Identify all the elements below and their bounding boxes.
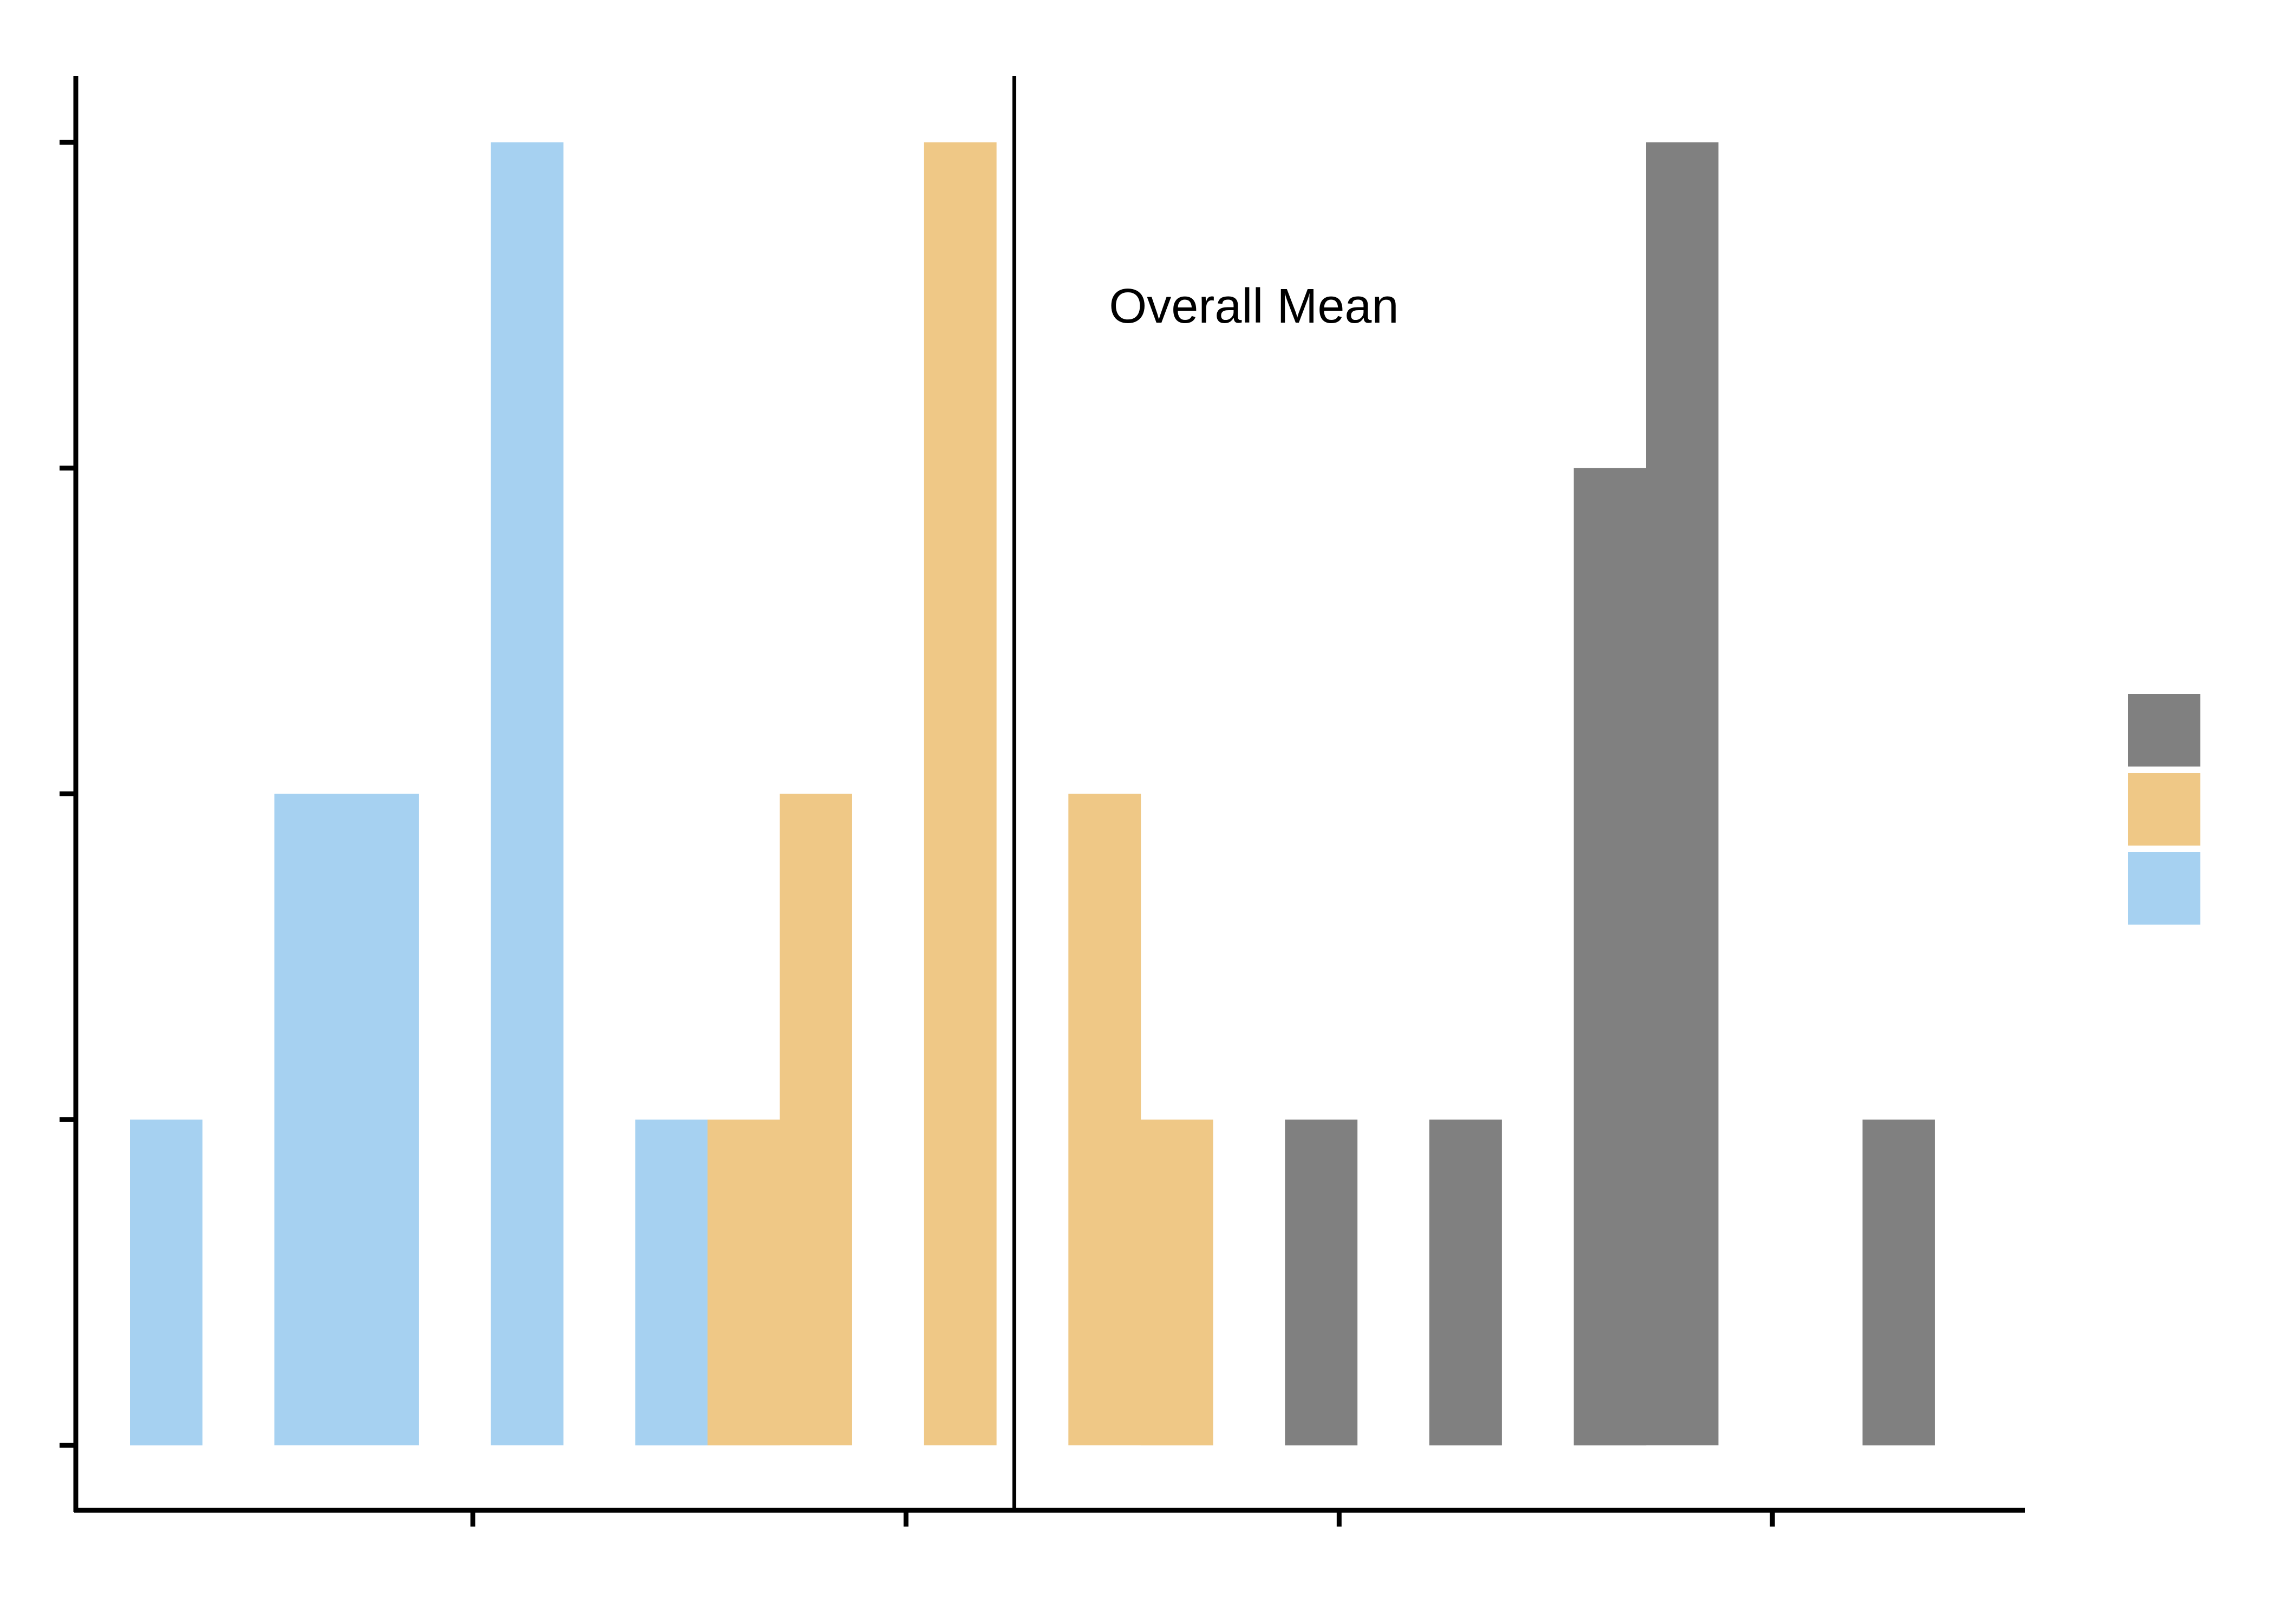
bar-series-2-bin-15 — [1140, 1119, 1213, 1446]
bar-series-3-bin-21 — [1573, 468, 1646, 1446]
bar-series-3-bin-25 — [1863, 1119, 1935, 1446]
bar-series-2-bin-9 — [707, 1119, 780, 1446]
bar-series-1-bin-4 — [347, 794, 419, 1445]
reference-line-layer: Overall Mean — [1012, 76, 1399, 1510]
legend-key-series-1 — [2128, 852, 2200, 925]
bar-series-1-bin-6 — [491, 142, 564, 1445]
bar-series-3-bin-17 — [1285, 1119, 1358, 1446]
bar-series-1-bin-8 — [635, 1119, 708, 1446]
bar-series-2-bin-10 — [780, 794, 852, 1445]
bar-series-3-bin-22 — [1646, 142, 1718, 1445]
legend-key-series-2 — [2128, 773, 2200, 846]
axes-layer — [60, 76, 2025, 1527]
bar-series-1-bin-3 — [274, 794, 347, 1445]
bar-series-3-bin-19 — [1429, 1119, 1502, 1446]
bar-series-2-bin-12 — [924, 142, 997, 1445]
bar-series-1-bin-1 — [130, 1119, 202, 1446]
bars-layer — [130, 142, 1935, 1446]
legend-key-series-3 — [2128, 694, 2200, 767]
bar-series-2-bin-14 — [1068, 794, 1141, 1445]
legend — [2128, 694, 2200, 925]
overall-mean-label: Overall Mean — [1109, 279, 1399, 333]
